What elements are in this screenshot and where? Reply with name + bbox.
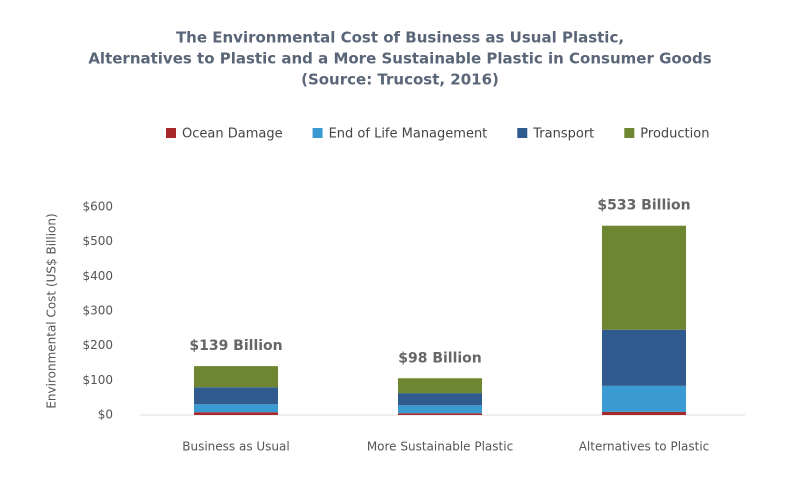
bar-segment	[602, 225, 686, 330]
bar-segment	[194, 366, 278, 388]
bar-segment	[194, 387, 278, 405]
chart-title: (Source: Trucost, 2016)	[301, 71, 499, 89]
x-tick-label: Business as Usual	[182, 440, 289, 454]
legend-swatch	[312, 128, 323, 138]
bar-segment	[398, 393, 482, 406]
legend-swatch	[166, 128, 176, 138]
y-tick-label: $600	[82, 200, 113, 214]
legend-swatch	[624, 128, 635, 138]
legend-swatch	[517, 128, 528, 138]
y-tick-label: $200	[82, 338, 113, 352]
x-tick-label: Alternatives to Plastic	[579, 440, 710, 454]
legend-label: Ocean Damage	[182, 127, 283, 142]
y-tick-label: $400	[82, 269, 113, 283]
bar-segment	[398, 378, 482, 394]
total-label: $98 Billion	[398, 350, 482, 366]
legend-label: End of Life Management	[329, 127, 488, 142]
legend-label: Production	[640, 127, 709, 142]
y-tick-label: $100	[82, 373, 113, 387]
total-label: $139 Billion	[189, 338, 282, 354]
x-tick-label: More Sustainable Plastic	[367, 440, 513, 454]
y-tick-label: $500	[82, 234, 113, 248]
y-axis-label: Environmental Cost (US$ Billion)	[45, 213, 59, 408]
chart-title: The Environmental Cost of Business as Us…	[176, 29, 624, 47]
total-label: $533 Billion	[597, 198, 690, 214]
bar-segment	[602, 329, 686, 386]
bar-segment	[194, 412, 278, 415]
y-tick-label: $300	[82, 304, 113, 318]
bar-segment	[398, 413, 482, 415]
bar-segment	[194, 404, 278, 413]
bar-segment	[398, 405, 482, 414]
chart-title: Alternatives to Plastic and a More Susta…	[88, 50, 711, 68]
bar-segment	[602, 385, 686, 412]
y-tick-label: $0	[98, 408, 113, 422]
legend-label: Transport	[532, 127, 594, 142]
bar-segment	[602, 411, 686, 415]
